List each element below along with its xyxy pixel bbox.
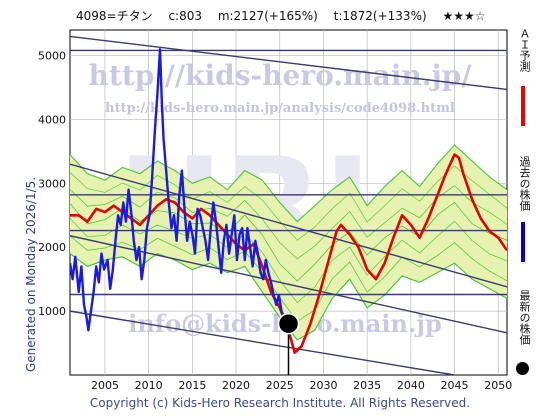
legend-label-past: 過去の株価	[518, 156, 531, 211]
x-tick-label: 2045	[441, 379, 469, 392]
legend-swatch-past	[521, 222, 525, 262]
y-tick-label: 2000	[38, 241, 66, 254]
legend-swatch-latest	[516, 362, 529, 375]
legend-swatch-ai	[521, 86, 525, 126]
ai-forecast-line	[70, 153, 507, 354]
y-tick-label: 3000	[38, 177, 66, 190]
y-tick-label: 4000	[38, 113, 66, 126]
trend-line	[70, 35, 507, 91]
latest-price-marker	[277, 312, 300, 335]
generated-date: Generated on Monday 2026/1/5.	[24, 176, 38, 372]
site-url-watermark: http://kids-hero.main.jp/	[89, 59, 473, 92]
x-tick-label: 2035	[353, 379, 381, 392]
past-price-line	[70, 47, 290, 332]
trend-line	[70, 310, 455, 375]
latest-price-marker-group	[277, 312, 300, 375]
band-line	[70, 235, 507, 322]
y-axis-ticks: 1000 2000 3000 4000 5000	[38, 50, 66, 319]
price-series	[70, 47, 507, 354]
legend: ＡＩ予測 過去の株価 最新の株価	[512, 28, 536, 378]
max-price: m:2127(+165%)	[217, 9, 318, 23]
x-tick-label: 2020	[222, 379, 250, 392]
y-tick-label: 5000	[38, 50, 66, 63]
trend-line	[70, 163, 507, 288]
band-line	[70, 218, 507, 304]
stock-code: 4098=チタン	[76, 9, 153, 23]
x-tick-label: 2005	[91, 379, 119, 392]
x-tick-label: 2015	[178, 379, 206, 392]
chart-header: 4098=チタン c:803 m:2127(+165%) t:1872(+133…	[76, 7, 506, 24]
rating-stars: ★★★☆	[442, 9, 486, 23]
trend-line	[70, 235, 507, 334]
x-axis-ticks: 2005 2010 2015 2020 2025 2030 2035 2040 2045 2050	[91, 379, 512, 392]
x-tick-label: 2030	[309, 379, 337, 392]
x-tick-label: 2025	[266, 379, 294, 392]
target-price: t:1872(+133%)	[333, 9, 427, 23]
current-price: c:803	[168, 9, 202, 23]
x-tick-label: 2010	[135, 379, 163, 392]
x-tick-label: 2050	[484, 379, 512, 392]
legend-label-ai: ＡＩ予測	[518, 28, 531, 72]
x-tick-label: 2040	[397, 379, 425, 392]
y-tick-label: 1000	[38, 305, 66, 318]
band-line	[70, 201, 507, 282]
trend-lines	[70, 35, 507, 375]
analysis-url-watermark: http://kids-hero.main.jp/analysis/code40…	[105, 101, 455, 116]
copyright-notice: Copyright (c) Kids-Hero Research Institu…	[89, 396, 471, 410]
legend-label-latest: 最新の株価	[518, 290, 531, 345]
band-line	[70, 144, 507, 223]
